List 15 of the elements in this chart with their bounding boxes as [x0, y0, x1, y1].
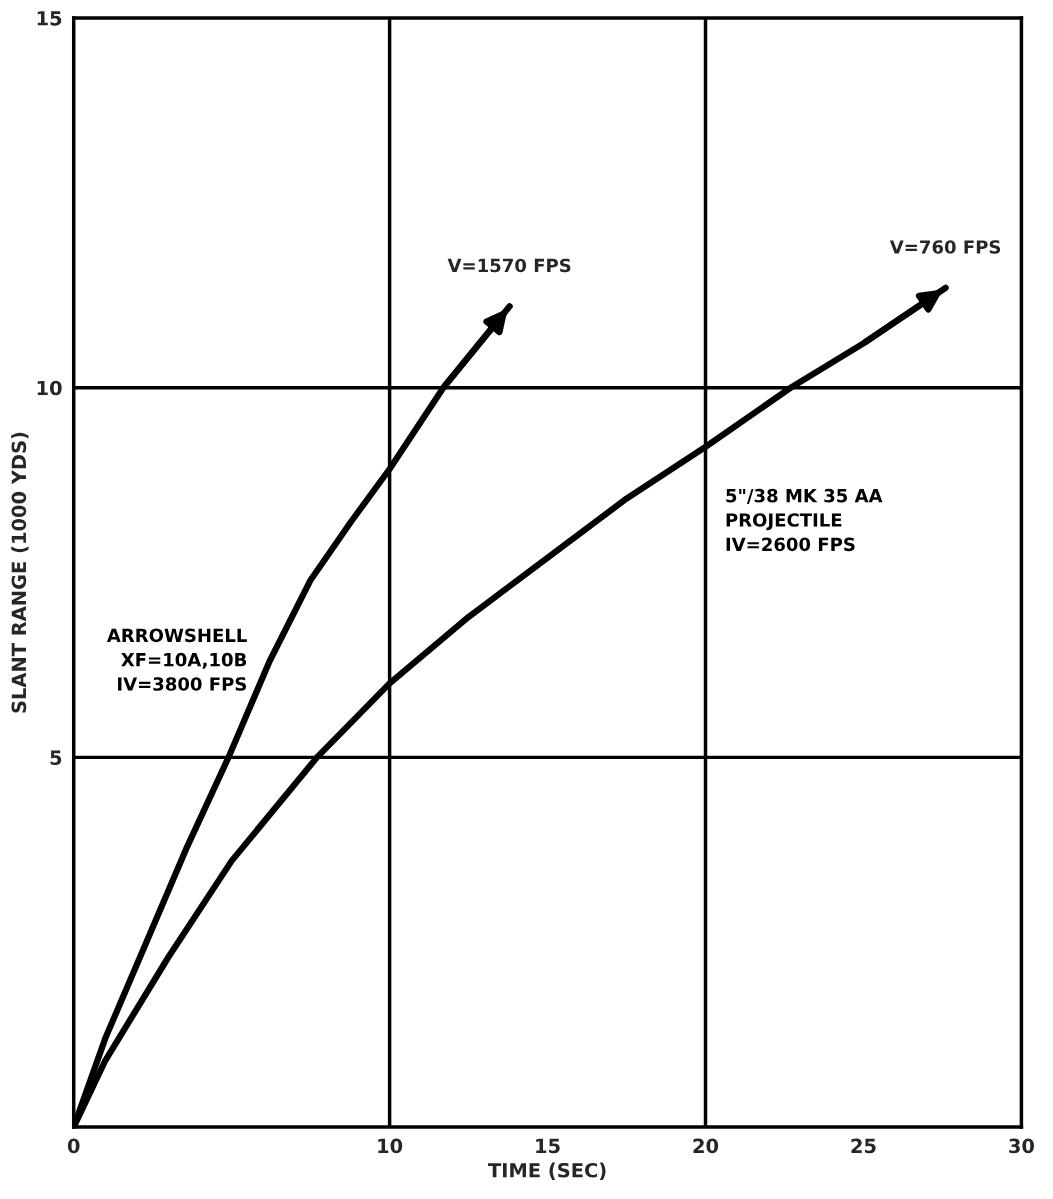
x-tick-label: 30: [1009, 1138, 1035, 1154]
y-axis-title: SLANT RANGE (1000 YDS): [11, 432, 29, 713]
text: 5"/38 MK 35 AA PROJECTILE IV=2600 FPS: [726, 488, 883, 552]
x-tick-label: 15: [536, 1138, 560, 1154]
x-tick-label: 25: [851, 1138, 876, 1154]
y-tick-label: 5: [50, 750, 62, 766]
x-axis-title: TIME (SEC): [488, 1162, 606, 1180]
series-label: ARROWSHELL XF=10A,10B IV=3800 FPS: [106, 628, 247, 691]
annotation: V=760 FPS: [889, 240, 1001, 254]
x-tick-label: 0: [67, 1138, 80, 1154]
x-tick-label: 20: [693, 1138, 719, 1154]
x-tick-label: 10: [378, 1138, 403, 1154]
y-tick-label: 10: [37, 380, 62, 396]
annotation: V=1570 FPS: [447, 258, 571, 273]
y-tick-label: 15: [37, 11, 62, 26]
